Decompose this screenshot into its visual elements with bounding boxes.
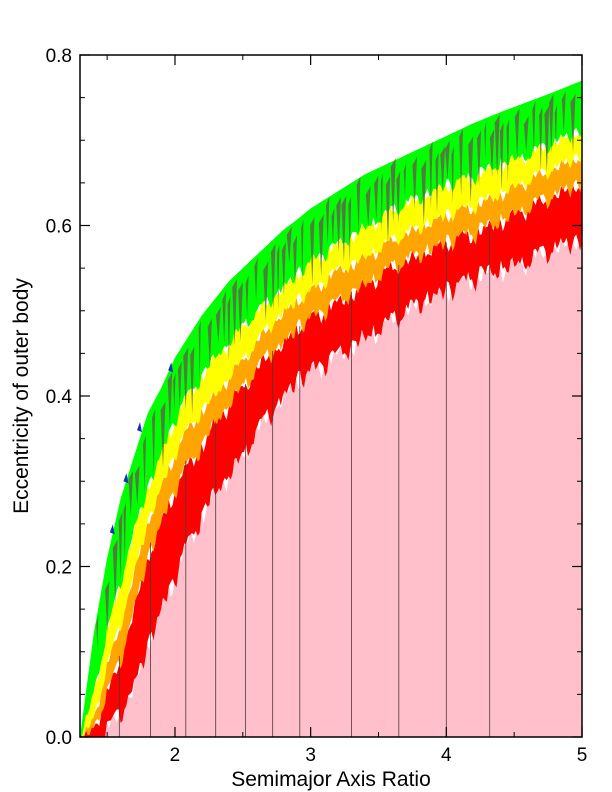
dark-streak bbox=[390, 158, 396, 224]
region-textures bbox=[96, 91, 576, 650]
dark-streak bbox=[134, 465, 140, 507]
dark-streak bbox=[286, 226, 292, 264]
dark-streak bbox=[263, 261, 269, 321]
blue-streak bbox=[123, 473, 129, 484]
dark-streak bbox=[310, 216, 315, 285]
dark-streak bbox=[523, 116, 529, 153]
dark-streak bbox=[326, 196, 330, 245]
dark-streak bbox=[281, 241, 286, 296]
dark-streak bbox=[544, 105, 550, 174]
dark-streak bbox=[396, 171, 401, 224]
dark-streak bbox=[105, 581, 110, 634]
dark-streak bbox=[198, 320, 201, 384]
y-axis-title: Eccentricity of outer body bbox=[10, 278, 33, 514]
dark-streak bbox=[341, 196, 347, 263]
dark-streak bbox=[494, 114, 500, 177]
dark-streak bbox=[183, 347, 189, 410]
x-axis: 2 3 4 5 bbox=[106, 55, 588, 766]
dark-streak bbox=[403, 162, 407, 197]
dark-streak bbox=[459, 128, 463, 196]
dark-streak bbox=[412, 156, 417, 209]
dark-streak bbox=[173, 372, 176, 412]
dark-streak bbox=[232, 278, 237, 347]
dark-streak bbox=[277, 244, 280, 311]
dark-streak bbox=[374, 175, 379, 222]
region-orange bbox=[82, 156, 582, 737]
dark-streak bbox=[238, 282, 243, 342]
dark-streak bbox=[118, 512, 123, 581]
y-tick-label: 0.0 bbox=[46, 728, 72, 749]
dark-streak bbox=[484, 121, 487, 161]
blue-streak bbox=[137, 422, 142, 433]
dark-streak bbox=[336, 196, 341, 253]
dark-streak bbox=[160, 401, 166, 469]
dark-streak bbox=[506, 119, 510, 183]
dark-streak bbox=[435, 152, 439, 214]
dark-streak bbox=[356, 176, 361, 235]
x-tick-label: 3 bbox=[305, 745, 316, 766]
y-tick-label: 0.4 bbox=[46, 387, 73, 408]
dark-streak bbox=[271, 243, 276, 312]
dark-streak bbox=[445, 140, 450, 182]
dark-streak bbox=[429, 141, 433, 210]
dark-streak bbox=[167, 372, 173, 428]
region-red bbox=[84, 182, 582, 737]
dark-streak bbox=[227, 295, 231, 362]
dark-streak bbox=[301, 219, 304, 283]
x-axis-title: Semimajor Axis Ratio bbox=[231, 768, 431, 791]
dark-streak bbox=[539, 106, 543, 173]
dark-streak bbox=[421, 160, 427, 225]
dark-streak bbox=[532, 101, 536, 156]
dark-streak bbox=[123, 501, 127, 563]
dark-streak bbox=[331, 207, 335, 247]
dark-streak bbox=[549, 94, 554, 154]
dark-streak bbox=[499, 122, 504, 191]
dark-streak bbox=[380, 172, 383, 234]
y-tick-label: 0.2 bbox=[46, 558, 72, 579]
dark-streak bbox=[554, 104, 558, 149]
dark-streak bbox=[514, 108, 520, 159]
dark-streak bbox=[440, 146, 446, 193]
blue-streak bbox=[109, 524, 115, 535]
region-green bbox=[80, 80, 582, 737]
x-tick-label: 4 bbox=[441, 745, 452, 766]
y-tick-label: 0.8 bbox=[46, 46, 72, 67]
dark-streak bbox=[318, 214, 324, 277]
dark-streak bbox=[489, 129, 495, 177]
region-stable bbox=[101, 236, 582, 737]
y-tick-label: 0.6 bbox=[46, 217, 72, 238]
x-tick-label: 5 bbox=[577, 745, 588, 766]
blue-streak bbox=[168, 362, 174, 373]
dark-streak bbox=[222, 291, 226, 346]
dark-streak bbox=[143, 435, 147, 494]
dark-streak bbox=[293, 235, 298, 286]
dark-streak bbox=[152, 409, 156, 477]
dark-streak bbox=[348, 196, 352, 264]
dark-streak bbox=[207, 318, 212, 369]
dark-streak bbox=[128, 470, 134, 517]
resonance-lines bbox=[118, 226, 491, 737]
dark-streak bbox=[365, 186, 371, 228]
dark-streak bbox=[190, 346, 195, 415]
dark-streak bbox=[254, 257, 258, 302]
dark-streak bbox=[112, 539, 118, 605]
x-tick-label: 2 bbox=[170, 745, 181, 766]
stability-regions bbox=[80, 80, 582, 737]
dark-streak bbox=[570, 93, 576, 154]
dark-streak bbox=[245, 275, 249, 319]
region-yellow bbox=[81, 130, 582, 737]
dark-streak bbox=[215, 306, 221, 343]
dark-streak bbox=[385, 176, 391, 245]
dark-streak bbox=[96, 615, 99, 650]
dark-streak bbox=[451, 146, 454, 204]
y-axis: 0.0 0.2 0.4 0.6 0.8 bbox=[46, 46, 582, 749]
dark-streak bbox=[177, 361, 182, 410]
dark-streak bbox=[476, 130, 482, 187]
dark-streak bbox=[468, 136, 474, 203]
dark-streak bbox=[561, 91, 566, 135]
